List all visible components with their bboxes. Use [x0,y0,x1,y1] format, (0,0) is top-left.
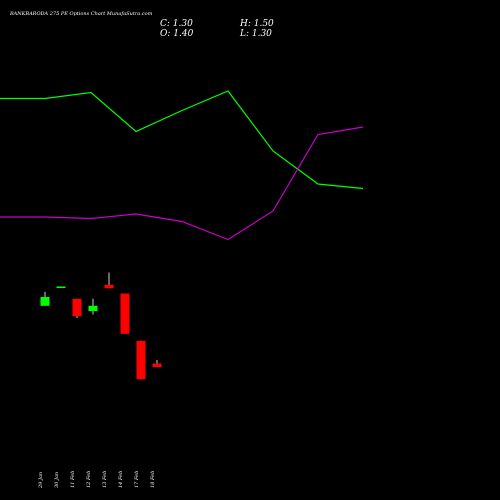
indicator-line-1 [0,90,364,190]
candle-body [136,340,146,380]
candle [40,291,50,306]
high-label: H: 1.50 [239,19,274,29]
candle [56,286,66,288]
x-tick-label: 11 Feb [70,471,76,488]
x-tick-label: 30 Jan [54,472,60,488]
candle-body [120,293,130,334]
chart-title: BANKBARODA 275 PE Options Chart MunafaSu… [9,11,153,17]
close-label: C: 1.30 [160,19,193,29]
x-tick-label: 18 Feb [150,471,156,488]
x-tick-label: 29 Jan [38,472,44,489]
candle-body [104,284,114,289]
x-axis-ticks: 29 Jan 30 Jan 11 Feb 12 Feb 13 Feb 14 Feb 17 F… [38,471,156,489]
x-tick-label: 14 Feb [118,471,124,488]
x-tick-label: 12 Feb [86,471,92,488]
candle-body [72,298,82,317]
candle-body [40,297,50,306]
x-tick-label: 13 Feb [102,471,108,488]
candle-body [88,305,98,312]
candle [136,340,146,380]
x-tick-label: 17 Feb [134,471,140,488]
candle [104,272,114,289]
candle-body [56,286,66,288]
indicator-lines [0,90,364,241]
candle [152,360,162,367]
candlesticks [40,272,162,380]
candle-body [152,363,162,367]
indicator-line-2 [0,126,364,241]
low-label: L: 1.30 [239,29,272,39]
candle [88,298,98,315]
candle [120,293,130,334]
open-label: O: 1.40 [160,29,194,39]
candle [72,298,82,318]
